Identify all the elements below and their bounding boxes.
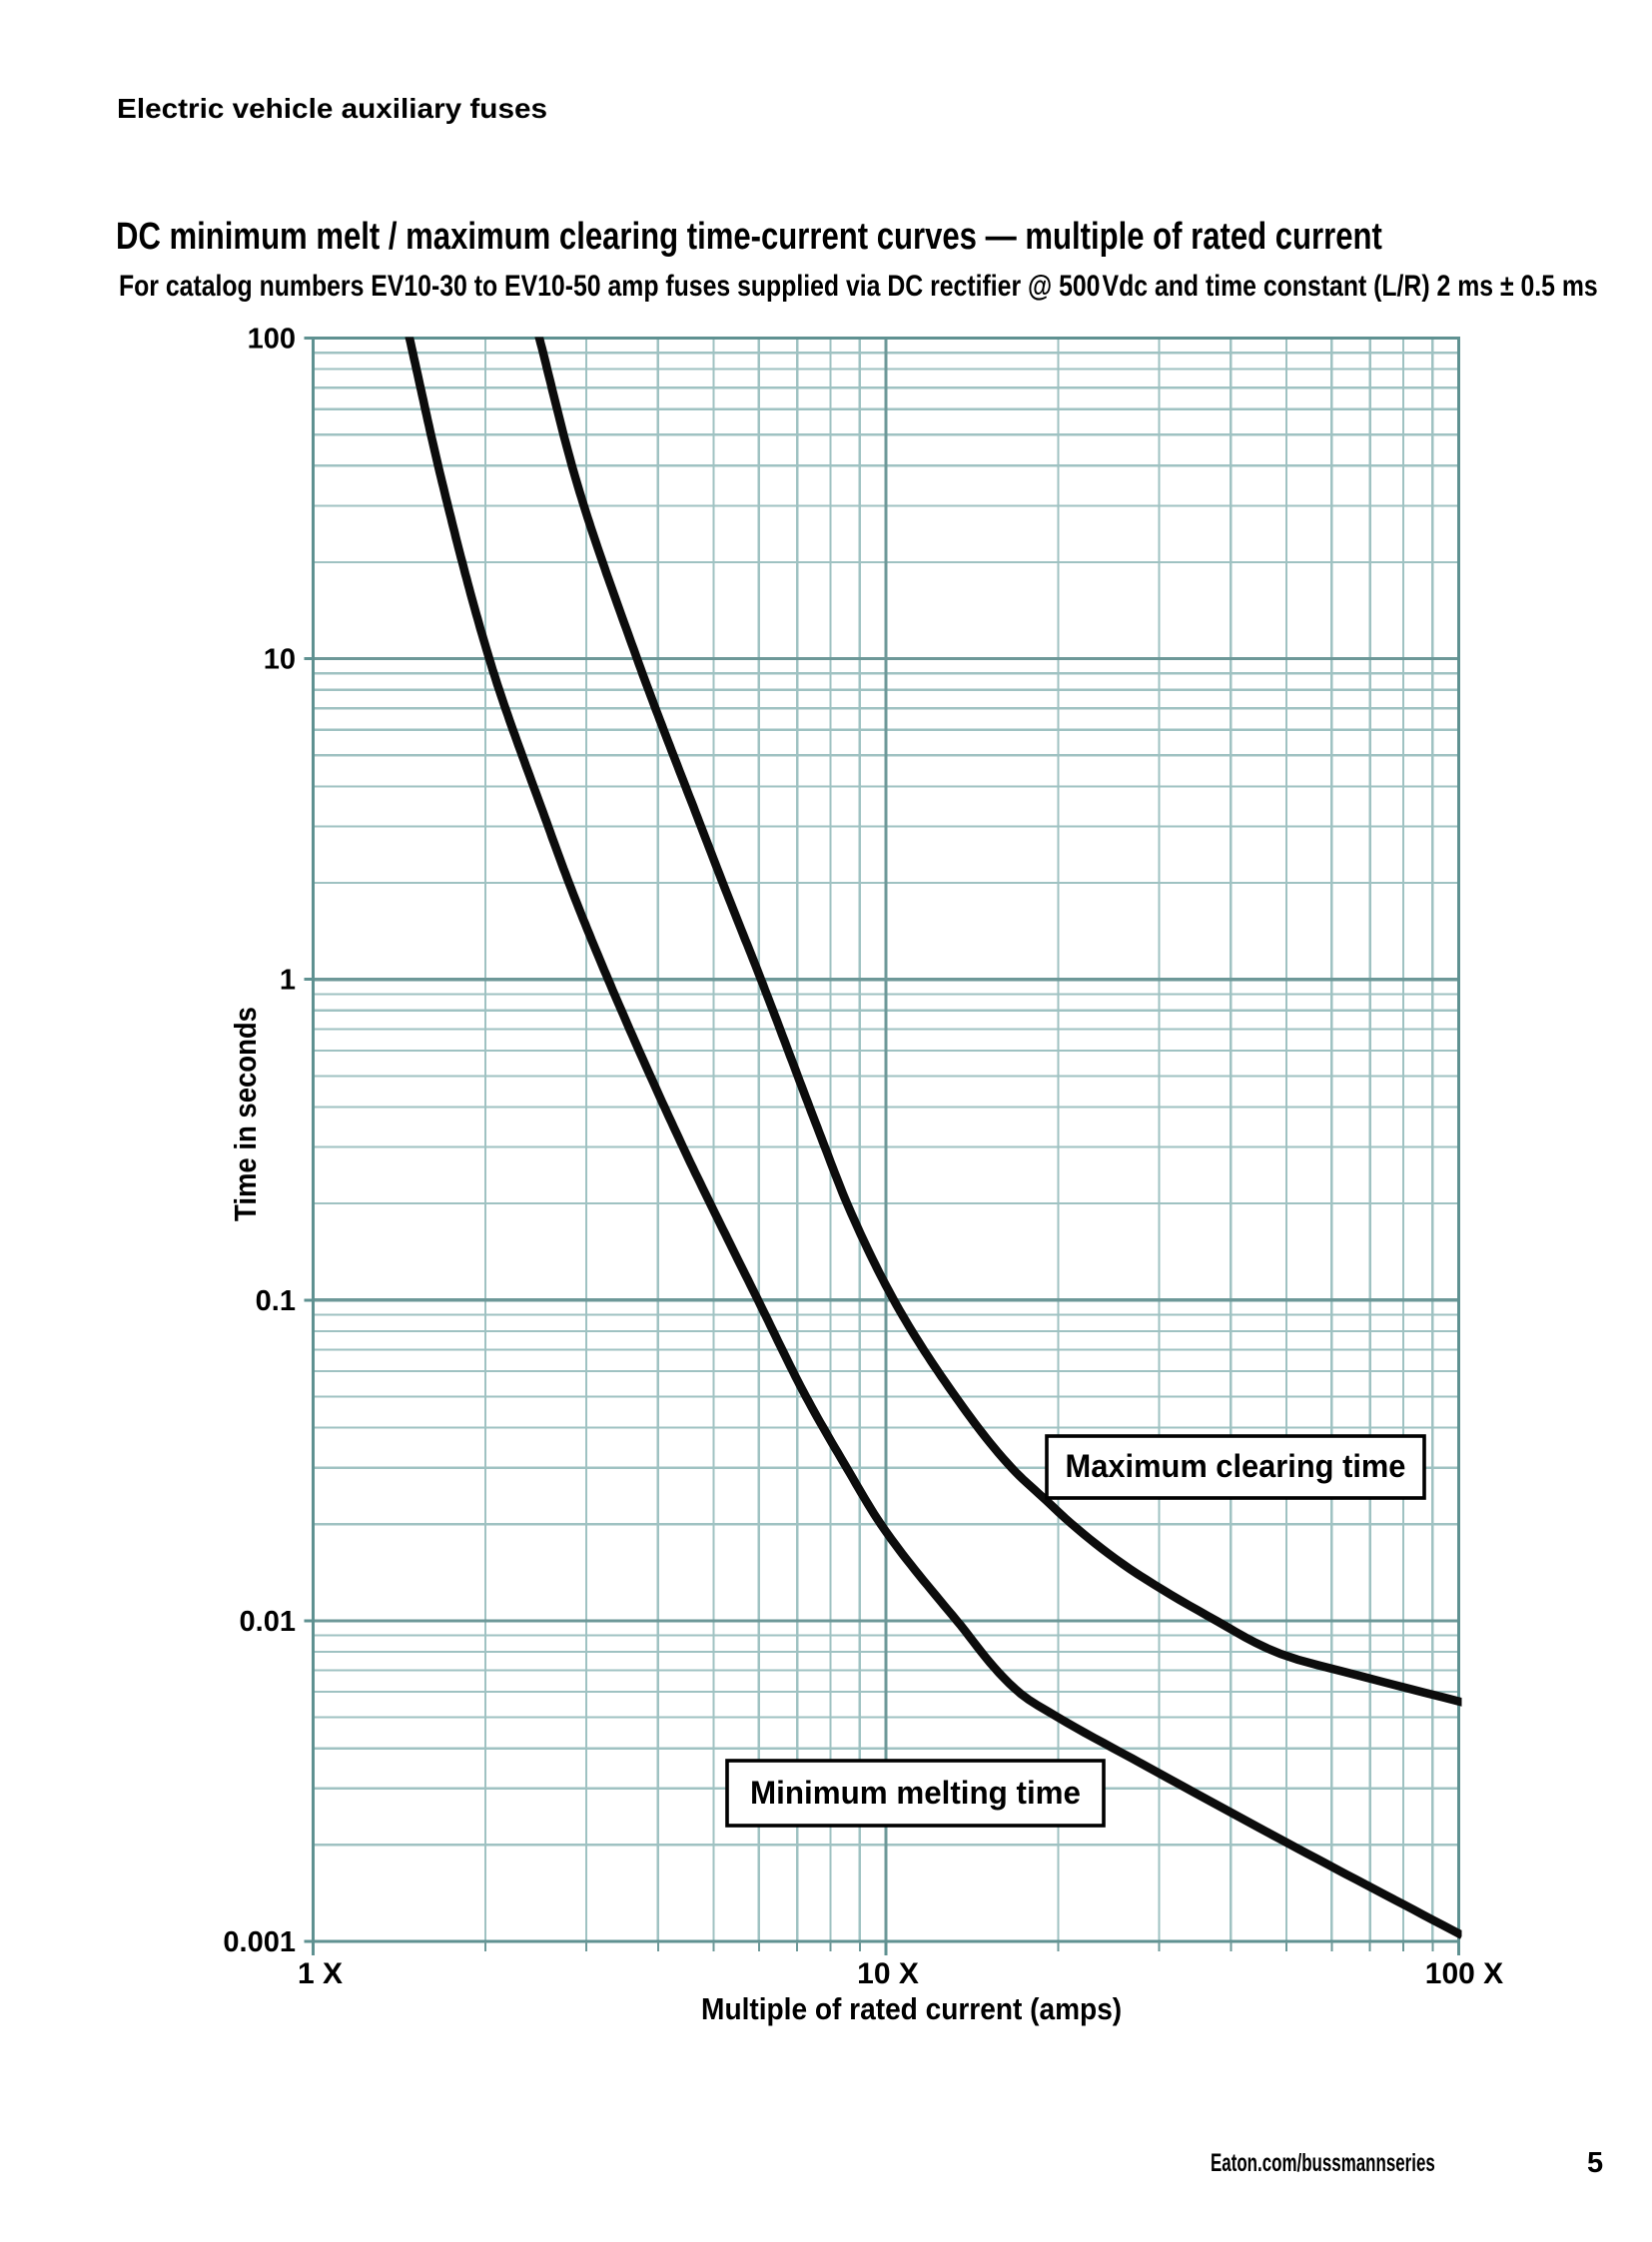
- svg-text:0.01: 0.01: [240, 1606, 296, 1638]
- svg-text:Multiple of rated current (amp: Multiple of rated current (amps): [701, 1992, 1122, 2027]
- svg-text:0.001: 0.001: [223, 1926, 296, 1958]
- svg-text:Time in seconds: Time in seconds: [228, 1007, 263, 1221]
- svg-text:10 X: 10 X: [857, 1957, 919, 1990]
- svg-text:Minimum melting time: Minimum melting time: [750, 1775, 1081, 1811]
- svg-text:10: 10: [264, 644, 296, 676]
- svg-text:Maximum clearing time: Maximum clearing time: [1066, 1448, 1406, 1484]
- svg-text:1 X: 1 X: [298, 1957, 343, 1990]
- svg-text:100: 100: [248, 324, 296, 356]
- svg-text:0.1: 0.1: [256, 1285, 296, 1317]
- svg-text:1: 1: [280, 965, 296, 997]
- svg-text:100 X: 100 X: [1425, 1957, 1503, 1990]
